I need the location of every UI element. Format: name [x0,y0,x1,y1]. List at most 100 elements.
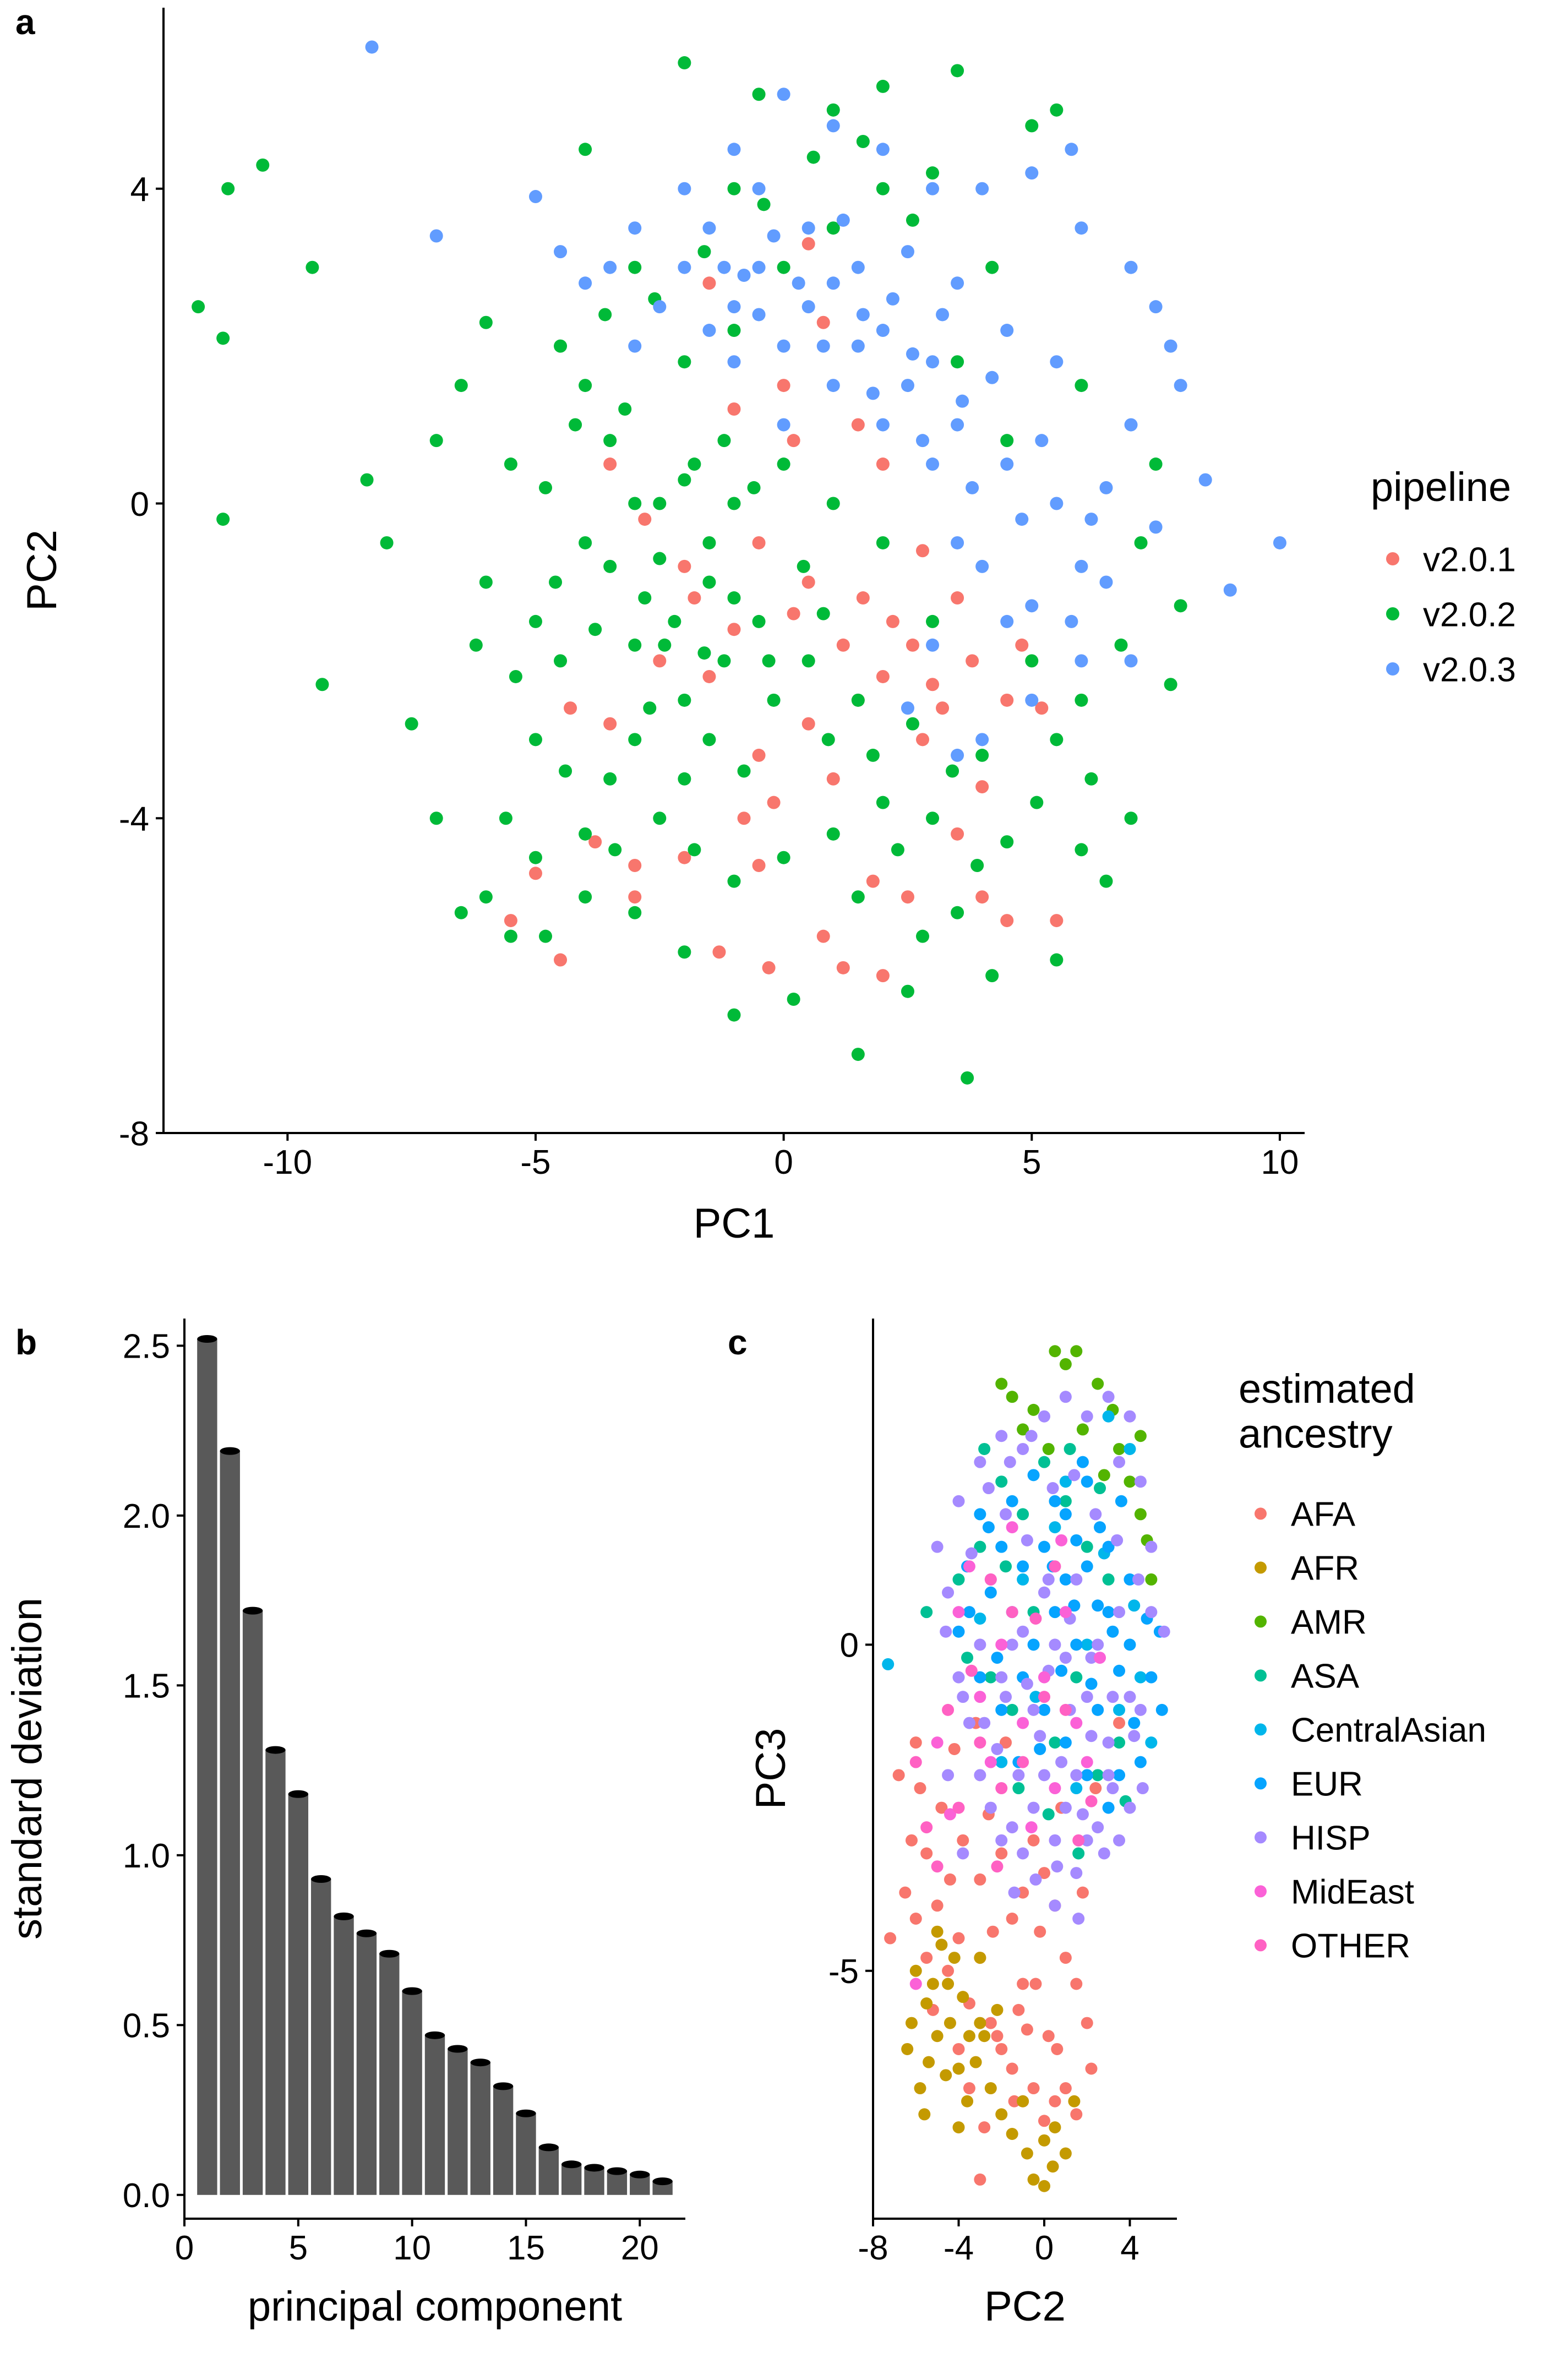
scatter-point-v2-0-2 [926,614,940,628]
scatter-point-hisp [1038,1769,1050,1782]
bar-pc-16 [538,2147,559,2195]
scatter-point-hisp [1000,1691,1012,1703]
scatter-point-afr [1038,2134,1050,2147]
scatter-point-other [920,1821,933,1834]
scatter-point-eur [1055,1664,1068,1677]
scatter-point-afr [969,2056,982,2068]
scatter-point-v2-0-2 [951,64,964,78]
legend-label: EUR [1291,1766,1363,1804]
scatter-point-afa [892,1769,905,1782]
x-tick-label: 5 [289,2229,308,2267]
legend-label: AFA [1291,1496,1356,1534]
bar-cap-pc-9 [379,1949,400,1958]
scatter-point-eur [974,1508,986,1521]
scatter-point-centralasian [1049,1521,1061,1534]
scatter-point-hisp [1134,1703,1147,1716]
y-tick-label: 0 [840,1627,859,1665]
scatter-point-v2-0-2 [429,434,443,448]
scatter-point-afa [995,2043,1008,2055]
scatter-point-v2-0-1 [1035,701,1049,715]
scatter-point-v2-0-1 [1000,693,1014,707]
scatter-point-afa [920,1952,933,1964]
y-tick-label: 0.0 [123,2177,170,2215]
scatter-point-v2-0-3 [653,300,667,314]
scatter-point-eur [1068,1599,1081,1612]
scatter-point-v2-0-2 [821,733,835,747]
scatter-point-hisp [991,1742,1004,1755]
scatter-point-afa [1059,2082,1072,2095]
scatter-point-eur [1092,1703,1104,1716]
scatter-point-v2-0-1 [975,780,989,794]
scatter-point-v2-0-3 [628,339,642,353]
legend-label: v2.0.1 [1423,541,1516,579]
legend-title-line: ancestry [1239,1410,1393,1456]
scatter-point-v2-0-2 [454,379,468,393]
scatter-point-eur [995,1540,1008,1553]
scatter-point-v2-0-2 [717,434,731,448]
scatter-point-other [1029,1613,1042,1625]
scatter-point-v2-0-2 [479,315,493,329]
x-tick-label: 0 [1035,2229,1054,2267]
scatter-point-v2-0-3 [579,276,592,290]
y-axis-title: PC2 [19,530,66,611]
legend-label: AFR [1291,1550,1359,1588]
scatter-point-v2-0-2 [826,827,840,841]
bar-pc-14 [493,2086,514,2195]
scatter-point-v2-0-1 [856,591,870,605]
scatter-point-v2-0-3 [866,386,880,400]
x-tick-label: 4 [1120,2229,1139,2267]
scatter-point-hisp [942,1586,955,1599]
scatter-point-afr [931,1925,944,1938]
legend-key-other [1255,1939,1267,1952]
scatter-point-eur [1102,1540,1115,1553]
panel-label-a: a [15,2,35,42]
scatter-point-v2-0-1 [1000,914,1014,928]
scatter-point-mideast [952,1606,965,1619]
scatter-point-v2-0-2 [757,198,771,211]
scatter-point-v2-0-2 [826,103,840,117]
scatter-point-hisp [1128,1730,1141,1742]
scatter-point-v2-0-1 [851,418,865,432]
scatter-point-v2-0-1 [678,559,691,573]
scatter-point-v2-0-2 [479,575,493,589]
scatter-point-hisp [1027,1801,1040,1814]
scatter-point-v2-0-1 [816,929,830,943]
scatter-point-afr [1027,2173,1040,2186]
bar-cap-pc-12 [448,2045,468,2053]
scatter-point-afr [914,2082,926,2095]
scatter-point-v2-0-1 [588,835,602,849]
legend-label: AMR [1291,1604,1367,1642]
scatter-point-v2-0-2 [777,851,790,864]
scatter-point-v2-0-2 [539,481,553,494]
x-tick-label: -8 [858,2229,888,2267]
scatter-point-v2-0-2 [1075,379,1088,393]
scatter-point-amr [1006,1391,1018,1403]
scatter-point-v2-0-2 [221,182,235,195]
scatter-point-afr [931,2030,944,2043]
scatter-point-v2-0-3 [951,418,964,432]
scatter-point-afr [948,1952,961,1964]
legend-label: HISP [1291,1820,1371,1858]
scatter-point-amr [1027,1403,1040,1416]
scatter-point-hisp [1076,1808,1089,1821]
scatter-point-eur [1049,1495,1061,1507]
bar-cap-pc-14 [493,2082,514,2090]
scatter-point-v2-0-2 [479,890,493,904]
scatter-point-hisp [1070,1769,1083,1782]
scatter-point-v2-0-2 [951,355,964,369]
scatter-point-afr [952,2062,965,2075]
scatter-point-asa [920,1606,933,1619]
scatter-point-v2-0-3 [1000,324,1014,337]
scatter-point-mideast [995,1638,1008,1651]
scatter-point-hisp [1029,1873,1042,1886]
scatter-point-v2-0-2 [876,796,890,809]
panel-c-scatter: -8 -4 0 4 -5 0 PC2 PC3 estimated ancestry AFA AFR AM… [748,1319,1486,2330]
scatter-point-amr [1059,1358,1072,1370]
scatter-point-v2-0-2 [678,772,691,786]
scatter-point-afr [1068,2095,1081,2107]
scatter-point-other [991,1860,1004,1873]
scatter-point-afa [1038,1867,1050,1880]
bar-cap-pc-17 [561,2160,582,2169]
scatter-point-mideast [1081,1756,1093,1768]
scatter-point-afa [978,2121,991,2134]
